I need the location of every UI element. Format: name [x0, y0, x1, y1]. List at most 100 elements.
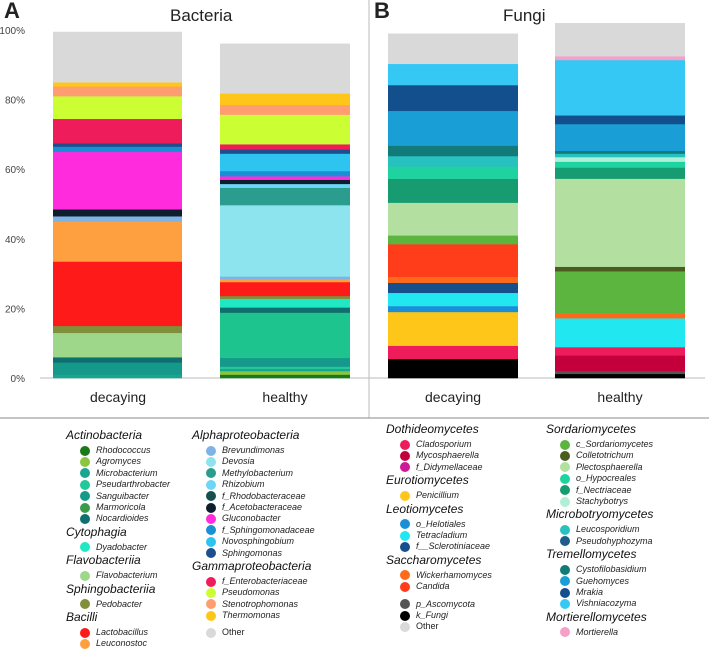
bar-segment-nocardioides [53, 357, 182, 363]
bar-segment-novosphingobium [220, 153, 350, 172]
legend-swatch [206, 457, 216, 468]
legend-item-label: Pseudomonas [222, 587, 280, 598]
legend-swatch [206, 502, 216, 513]
legend-bacteria-left: Actinobacteria Rhodococcus Agromyces Microb… [66, 428, 191, 650]
bar-segment-penicillium [388, 311, 518, 346]
legend-item: p_Ascomycota [386, 599, 536, 610]
legend-item: Mortierella [546, 627, 706, 638]
legend-swatch [560, 598, 570, 609]
legend-swatch [80, 514, 90, 525]
bar-segment-guehomyces [388, 110, 518, 146]
y-tick-label: 40% [5, 235, 25, 246]
legend-item: Penicillium [386, 490, 536, 501]
bar-segment-lactobacillus [53, 261, 182, 327]
legend-swatch [206, 468, 216, 479]
legend-item: f_Acetobacteraceae [192, 502, 367, 513]
legend-item-label: Vishniacozyma [576, 598, 637, 609]
legend-swatch [206, 628, 216, 639]
bar-segment-leuconostoc [53, 221, 182, 262]
legend-item: Cladosporium [386, 439, 536, 450]
legend-item: Other [386, 621, 536, 632]
legend-swatch [206, 491, 216, 502]
bar-segment-f-sphingomonadaceae [220, 170, 350, 177]
legend-item: Novosphingobium [192, 536, 367, 547]
legend-item-label: Tetracladium [416, 529, 468, 540]
legend-item: Stachybotrys [546, 496, 706, 507]
legend-item: Thermomonas [192, 610, 367, 621]
bar-segment-thermomonas [220, 93, 350, 106]
legend-swatch [80, 502, 90, 513]
legend-swatch [400, 462, 410, 473]
legend-swatch [560, 587, 570, 598]
legend-swatch [400, 490, 410, 501]
legend-item-label: Stachybotrys [576, 495, 629, 506]
legend-item-label: f_Didymellaceae [416, 461, 483, 472]
bar-segment-pedobacter [220, 374, 350, 379]
chart-title-bacteria: Bacteria [170, 6, 233, 25]
legend-item-label: Leuconostoc [96, 638, 148, 649]
legend-group-title: Tremellomycetes [546, 547, 637, 562]
bar-segment-wickerhamomyces [388, 276, 518, 283]
legend-swatch [560, 496, 570, 507]
legend-swatch [206, 445, 216, 456]
bar-segment-leucosporidium [388, 155, 518, 167]
legend-item-label: Marmoricola [96, 501, 146, 512]
bar-segment-f-enterobacteriaceae [220, 144, 350, 150]
y-tick-label: 80% [5, 96, 25, 107]
bar-segment-methylobacterium [220, 187, 350, 206]
legend-fungi-right: Sordariomycetes c_Sordariomycetes Colletot… [546, 422, 706, 638]
legend-item-label: Sanguibacter [96, 490, 150, 501]
legend-item: Mycosphaerella [386, 450, 536, 462]
legend-item-label: c_Sordariomycetes [576, 439, 654, 449]
legend-item-label: Penicillium [416, 490, 460, 501]
legend-group-title: Bacilli [66, 609, 98, 624]
bar-segment-o-hypocreales [388, 166, 518, 179]
bar-segment-f-sphingomonadaceae [53, 146, 182, 153]
legend-item: Leuconostoc [66, 638, 191, 649]
legend-item-label: Agromyces [96, 456, 142, 467]
legend-item: Colletotrichum [546, 450, 706, 462]
legend-item: Vishniacozyma [546, 598, 706, 609]
bar-segment-stenotrophomonas [53, 86, 182, 97]
bar-segment-brevundimonas [220, 276, 350, 280]
bar-segment-wickerhamomyces [555, 313, 685, 319]
y-tick-label: 0% [11, 374, 26, 385]
legend-swatch [206, 610, 216, 621]
legend-item: k_Fungi [386, 610, 536, 621]
bar-segment-mrakia [555, 115, 685, 125]
legend-swatch [206, 479, 216, 490]
legend-swatch [560, 451, 570, 462]
legend-item: f_Enterobacteriaceae [192, 576, 367, 587]
legend-item-label: Rhodococcus [96, 445, 151, 455]
legend-item: Wickerhamomyces [386, 570, 536, 581]
category-label-healthy: healthy [597, 389, 642, 405]
legend-item: f_Didymellaceae [386, 462, 536, 473]
bar-segment-f-acetobacteraceae [220, 179, 350, 185]
legend-item: f_Rhodobacteraceae [192, 491, 367, 502]
legend-item: Flavobacterium [66, 570, 191, 581]
bar-segment-sphingomonas [220, 149, 350, 154]
legend-swatch [400, 599, 410, 610]
legend-item-label: Mrakia [576, 586, 604, 597]
bar-segment-sphingomonas [53, 143, 182, 147]
legend-item-label: Other [416, 621, 439, 632]
bar-segment-pedobacter-sphingobacteriia- [220, 295, 350, 299]
legend-item-label: p_Ascomycota [416, 598, 476, 609]
bar-segment-microbacterium [220, 368, 350, 372]
legend-item-label: Pseudarthrobacter [96, 479, 171, 490]
bar-segment-stachybotrys [555, 157, 685, 162]
legend-item-label: f_Nectriaceae [576, 484, 632, 495]
bar-segment-cystofilobasidium [388, 145, 518, 157]
legend-swatch [560, 564, 570, 575]
legend-item: Candida [386, 581, 536, 592]
legend-swatch [560, 536, 570, 547]
bar-segment-cystofilobasidium [555, 150, 685, 154]
bar-segment-c-sordariomycetes [388, 235, 518, 245]
bar-segment-gluconobacter [53, 151, 182, 210]
bar-segment-brevundimonas [53, 216, 182, 222]
legend-item-label: Dyadobacter [96, 541, 148, 552]
bar-segment-f-enterobacteriaceae [53, 118, 182, 144]
legend-item: Devosia [192, 456, 367, 468]
legend-group-title: Gammaproteobacteria [192, 558, 312, 573]
bar-segment-vishniacozyma [555, 59, 685, 116]
